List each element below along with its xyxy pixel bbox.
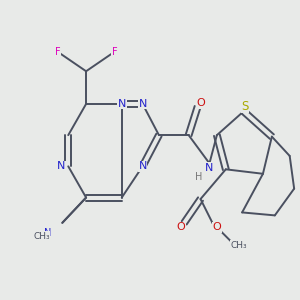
Text: F: F [112,47,117,57]
Text: F: F [55,47,61,57]
Text: N: N [138,161,147,171]
Text: CH₃: CH₃ [231,241,247,250]
Text: O: O [177,222,186,232]
Text: CH₃: CH₃ [33,232,50,241]
Text: O: O [196,98,205,108]
Text: N: N [118,99,126,109]
Text: O: O [212,222,221,232]
Text: S: S [242,100,249,112]
Text: N: N [57,161,65,171]
Text: N: N [205,163,214,173]
Text: N: N [44,228,51,238]
Text: H: H [195,172,203,182]
Text: N: N [138,99,147,109]
